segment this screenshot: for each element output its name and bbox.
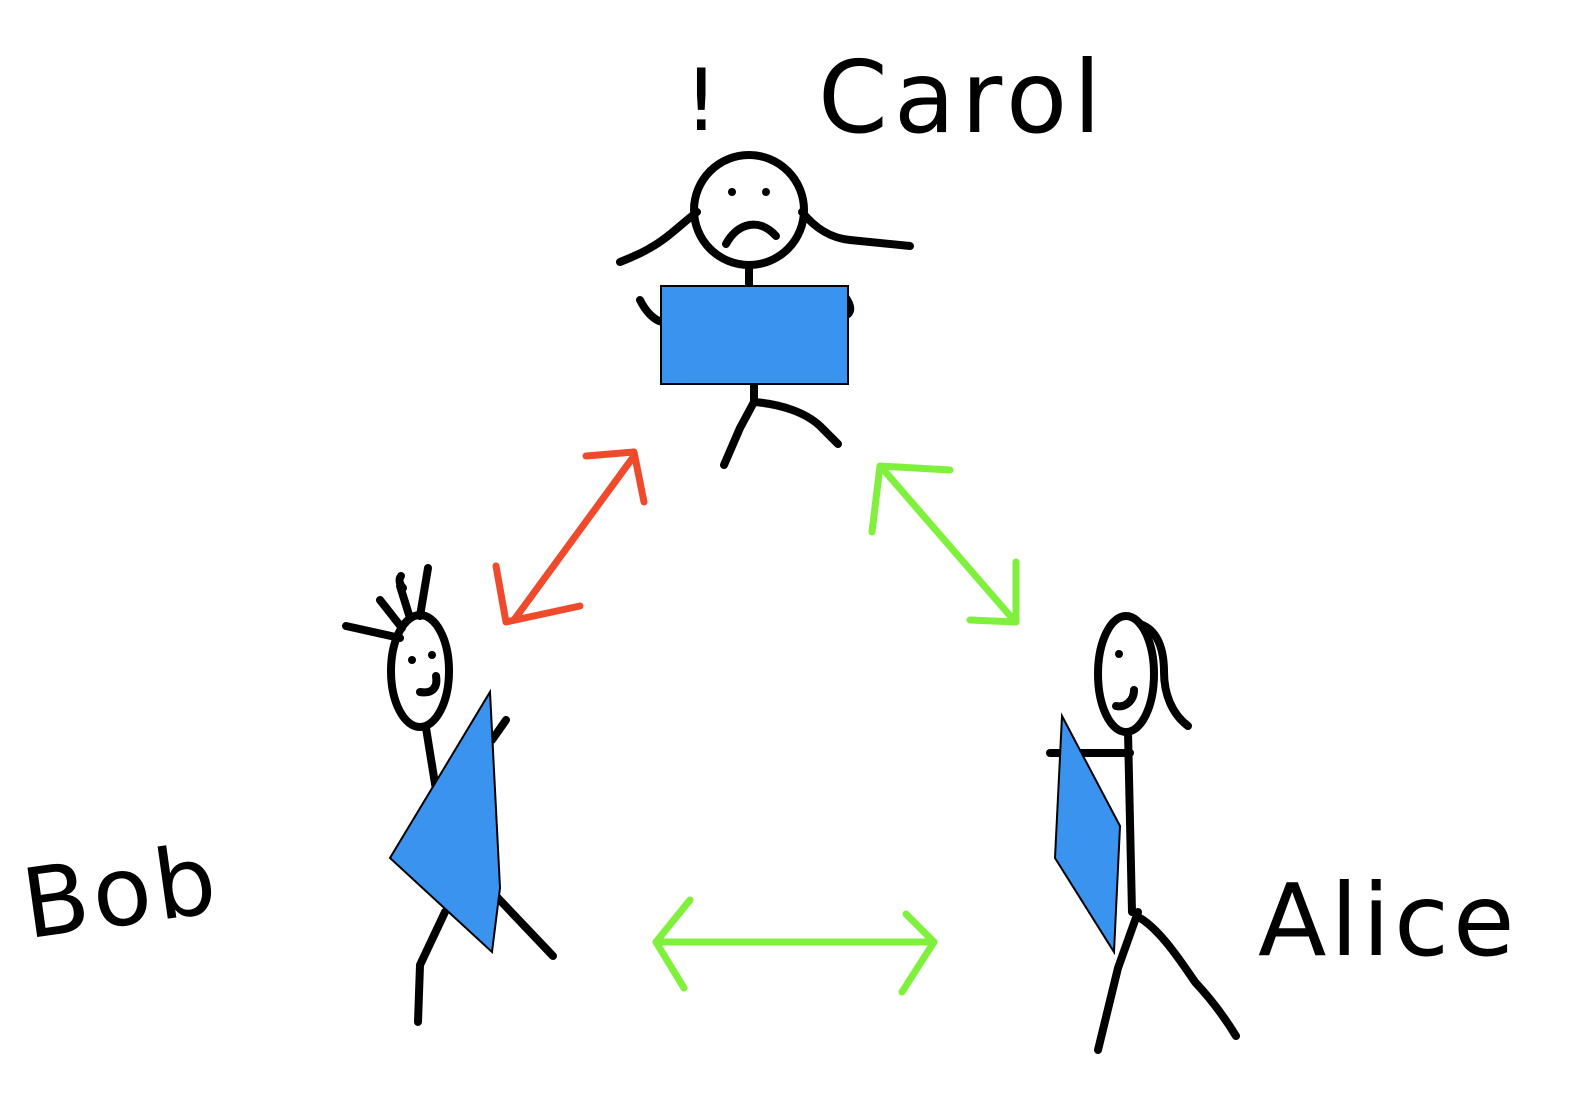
arrow-bob-alice (652, 896, 938, 996)
arrow-carol-bob (492, 448, 648, 626)
arrow-carol-bob-head-top (582, 448, 648, 506)
carol-frown (722, 220, 780, 248)
carol-head (690, 151, 808, 269)
bob-smile (416, 672, 441, 697)
bob-hair-2 (376, 596, 406, 632)
carol-hair-left (616, 208, 701, 266)
bob-leg-left (414, 908, 449, 1026)
carol-hair-right (798, 208, 914, 250)
bob-eye-right (428, 651, 436, 659)
alice-leg-left (1094, 908, 1142, 1054)
arrow-bob-alice-head-left (652, 896, 694, 992)
carol-card (660, 285, 849, 385)
carol-eye-right (762, 188, 770, 196)
bob-head (387, 611, 453, 731)
arrow-bob-alice-head-right (898, 910, 938, 996)
bob-torso (422, 724, 440, 794)
bob-card (388, 688, 502, 955)
bob-hair-4 (416, 564, 432, 620)
arrow-carol-bob-head-bottom (492, 562, 584, 626)
figure-carol (616, 151, 914, 469)
figure-alice (1046, 612, 1240, 1054)
alice-card (1053, 712, 1122, 956)
carol-arm-left (636, 296, 666, 326)
carol-eye-left (728, 188, 736, 196)
alice-eye (1115, 650, 1123, 658)
arrow-carol-bob-shaft (510, 452, 638, 624)
arrow-carol-alice-shaft (878, 464, 1016, 622)
alice-leg-right (1136, 914, 1240, 1040)
bob-arm (488, 716, 510, 744)
carol-leg-right (750, 398, 842, 448)
label-bob: Bob (15, 823, 226, 961)
alice-torso (1124, 728, 1136, 916)
label-alice: Alice (1258, 862, 1518, 979)
figure-bob (342, 564, 557, 1026)
arrow-carol-alice-head-bottom (966, 558, 1020, 626)
bob-hair-5 (395, 572, 407, 592)
label-carol: Carol (818, 39, 1107, 156)
arrow-carol-alice-head-top (868, 462, 954, 536)
bob-hair-1 (342, 622, 404, 642)
bob-eye-left (408, 656, 416, 664)
alice-head (1094, 612, 1158, 736)
exclamation-mark: ! (684, 51, 718, 151)
bob-leg-right (492, 892, 557, 960)
alice-smile (1112, 686, 1138, 711)
carol-leg-left (720, 398, 758, 469)
alice-ponytail (1136, 620, 1192, 730)
arrow-carol-alice (868, 462, 1020, 626)
